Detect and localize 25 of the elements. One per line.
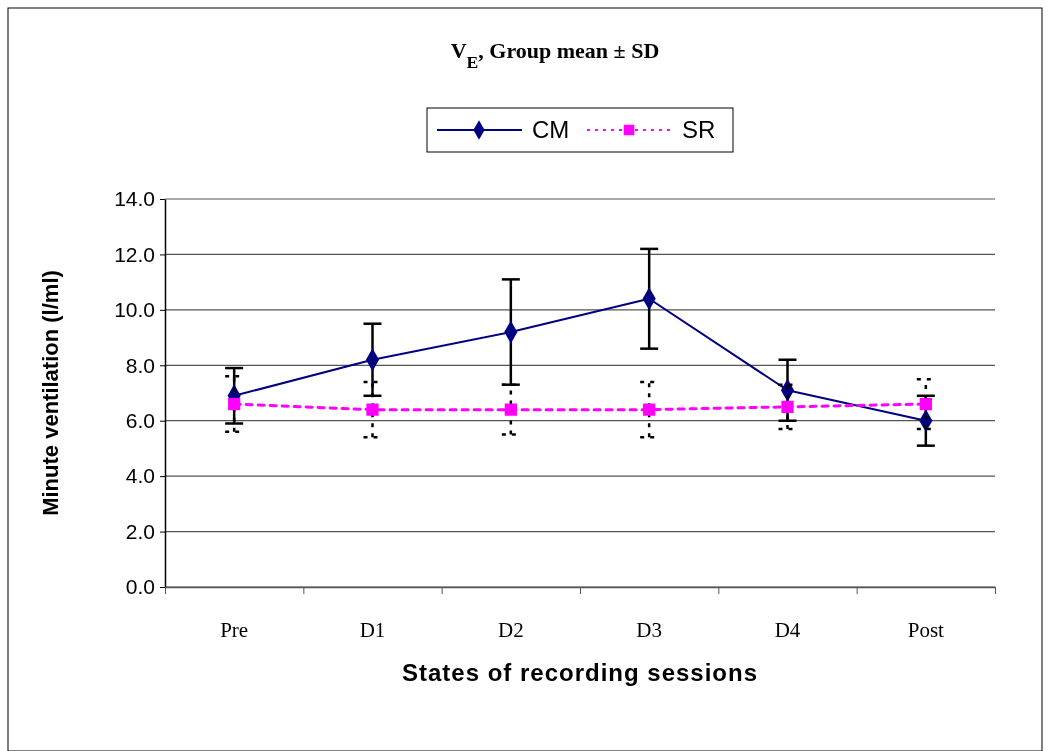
- x-tick-label: D2: [498, 618, 524, 642]
- y-tick-label: 12.0: [114, 242, 155, 266]
- point: [643, 403, 656, 416]
- point: [919, 397, 932, 411]
- x-tick-label: D3: [636, 618, 662, 642]
- y-tick-label: 14.0: [114, 187, 155, 211]
- y-tick-label: 0.0: [125, 575, 155, 599]
- chart-title: V$_{E}$, Group mean ± SD: [450, 38, 660, 72]
- point: [781, 400, 794, 413]
- y-tick-label: 8.0: [125, 353, 155, 377]
- point: [228, 397, 241, 411]
- y-tick-label: 4.0: [125, 464, 155, 488]
- y-axis-title: Minute ventilation (l/ml): [38, 270, 63, 516]
- x-tick-label: D1: [359, 618, 386, 642]
- y-tick-label: 2.0: [125, 519, 155, 543]
- point: [366, 403, 379, 416]
- point: [504, 403, 517, 416]
- legend-label: SR: [682, 116, 716, 143]
- x-axis-title: States of recording sessions: [401, 659, 759, 686]
- x-tick-label: Pre: [220, 618, 249, 642]
- x-tick-label: Post: [907, 618, 945, 642]
- y-tick-label: 6.0: [125, 408, 155, 432]
- x-tick-label: D4: [774, 618, 801, 642]
- legend-label: CM: [532, 116, 570, 143]
- y-tick-label: 10.0: [114, 298, 155, 322]
